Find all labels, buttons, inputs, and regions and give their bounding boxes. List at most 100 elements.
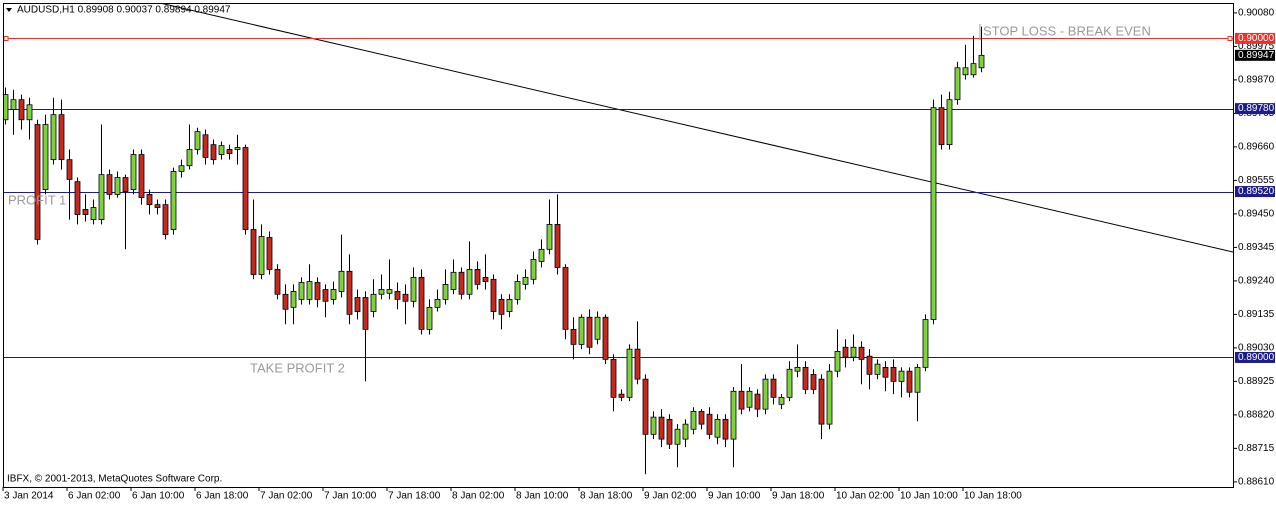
level-handle	[1227, 36, 1233, 41]
candle-body	[130, 154, 137, 191]
level-tag	[1235, 351, 1275, 363]
candle-body	[770, 378, 777, 398]
candle-body	[794, 366, 801, 372]
candle-body	[626, 348, 633, 398]
candle-body	[250, 229, 257, 275]
candle-body	[82, 209, 89, 215]
candle-body	[682, 423, 689, 440]
candle-body	[298, 282, 305, 300]
candle-body	[90, 207, 97, 221]
candle-body	[906, 370, 913, 393]
x-tick-label: 7 Jan 10:00	[324, 491, 377, 502]
candle-body	[530, 259, 537, 280]
candle-body	[218, 145, 225, 155]
y-tick-label: 0.89975	[1238, 41, 1275, 52]
y-tick-label: 0.89345	[1238, 242, 1275, 253]
candle-body	[514, 281, 521, 300]
candle-body	[210, 144, 217, 161]
candle-body	[970, 63, 977, 76]
level-tag-label: 0.89520	[1238, 186, 1275, 197]
candle-body	[322, 289, 329, 302]
candle-body	[874, 363, 881, 375]
candle-body	[810, 373, 817, 390]
candle-body	[930, 107, 937, 320]
y-tick-label: 0.89135	[1238, 309, 1275, 320]
candle-body	[58, 114, 65, 161]
candle-body	[122, 177, 129, 192]
candle-body	[818, 378, 825, 425]
candle-body	[266, 237, 273, 270]
candle-body	[938, 107, 945, 146]
y-tick-label: 0.88925	[1238, 376, 1275, 387]
candle-body	[3, 94, 9, 121]
candle-body	[346, 270, 353, 315]
candle-body	[162, 204, 169, 236]
candle-body	[274, 269, 281, 295]
candle-body	[490, 278, 497, 312]
candle-body	[450, 271, 457, 290]
candle-body	[386, 289, 393, 294]
candle-body	[698, 410, 705, 425]
candle-body	[738, 390, 745, 410]
candle-body	[978, 54, 985, 69]
x-tick-label: 9 Jan 18:00	[772, 491, 825, 502]
annotation: STOP LOSS - BREAK EVEN	[983, 23, 1151, 38]
candle-body	[154, 204, 161, 208]
x-tick-label: 7 Jan 18:00	[388, 491, 441, 502]
candle-body	[178, 165, 185, 172]
x-tick-label: 8 Jan 10:00	[516, 491, 569, 502]
candle-body	[338, 270, 345, 292]
candle-body	[554, 224, 561, 268]
level-tag-label: 0.90000	[1238, 33, 1275, 44]
candle-body	[194, 131, 201, 150]
y-tick-label: 0.89030	[1238, 343, 1275, 354]
candle-body	[578, 316, 585, 345]
candle-body	[26, 104, 33, 121]
level-tag	[1235, 32, 1275, 44]
candle-body	[418, 276, 425, 330]
candle-body	[186, 149, 193, 167]
candle-body	[898, 370, 905, 382]
y-tick-label: 0.89870	[1238, 75, 1275, 86]
level-handle	[3, 36, 9, 41]
candle-body	[378, 289, 385, 295]
level-tag-label: 0.89780	[1238, 103, 1275, 114]
candle-body	[610, 358, 617, 398]
x-tick-label: 10 Jan 10:00	[900, 491, 958, 502]
x-tick-label: 3 Jan 2014	[4, 491, 54, 502]
candle-body	[562, 267, 569, 330]
plot-frame	[3, 3, 1234, 488]
candle-body	[434, 298, 441, 308]
candle-body	[882, 366, 889, 378]
candle-body	[634, 348, 641, 380]
x-tick-label: 6 Jan 10:00	[132, 491, 185, 502]
candle-body	[50, 114, 57, 161]
candle-body	[42, 124, 49, 191]
y-tick-label: 0.88610	[1238, 477, 1275, 488]
candle-body	[442, 284, 449, 300]
candle-body	[786, 368, 793, 398]
candle-body	[826, 370, 833, 425]
price-tag-label: 0.89947	[1238, 50, 1275, 61]
candle-body	[706, 413, 713, 435]
candle-body	[842, 346, 849, 358]
candle-body	[98, 174, 105, 221]
x-tick-label: 6 Jan 18:00	[196, 491, 249, 502]
level-tag	[1235, 186, 1275, 198]
candle-body	[482, 276, 489, 282]
header-arrow	[6, 8, 12, 12]
candle-body	[474, 269, 481, 285]
y-tick-label: 0.88820	[1238, 410, 1275, 421]
candle-body	[458, 271, 465, 295]
candle-body	[242, 147, 249, 230]
candle-body	[946, 99, 953, 146]
candle-body	[954, 67, 961, 101]
candle-body	[594, 316, 601, 340]
candle-body	[34, 124, 41, 240]
candle-body	[466, 269, 473, 295]
level-tag	[1235, 103, 1275, 115]
